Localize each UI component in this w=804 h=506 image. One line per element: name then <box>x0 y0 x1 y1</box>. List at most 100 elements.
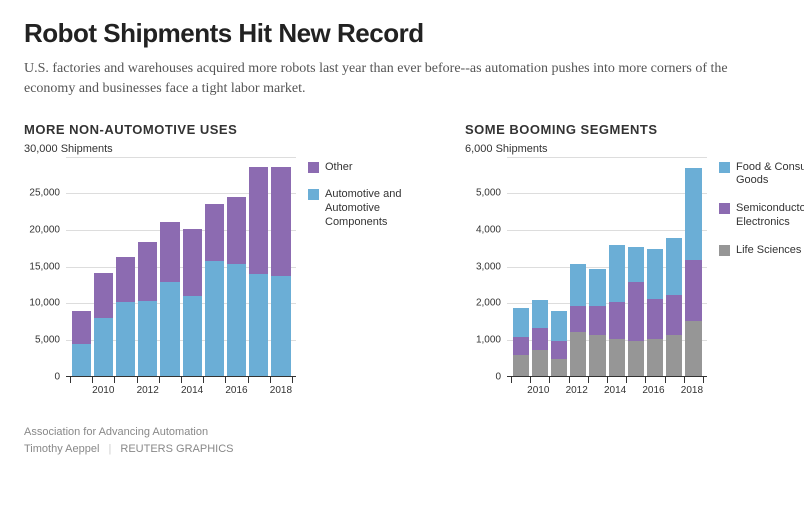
bar-segment-life <box>628 341 644 376</box>
bar-segment-semi <box>685 260 701 321</box>
bars-container <box>66 157 296 376</box>
bar-segment-life <box>685 321 701 376</box>
bar-segment-life <box>589 335 605 375</box>
bar-segment-auto <box>72 344 91 376</box>
bars-container <box>507 157 707 376</box>
bar-column <box>205 204 224 376</box>
bar-segment-other <box>249 167 268 274</box>
x-tick <box>703 377 704 383</box>
x-tick <box>549 377 550 383</box>
bar-segment-other <box>160 222 179 282</box>
bar-segment-semi <box>628 282 644 341</box>
x-tick <box>181 377 182 383</box>
chart-a-y-unit: 30,000 Shipments <box>24 143 425 155</box>
y-tick-label: 0 <box>54 371 60 382</box>
chart-a-legend: OtherAutomotive and Automotive Component… <box>308 157 425 244</box>
x-tick-label <box>203 385 225 396</box>
legend-item: Food & Consumer Goods <box>719 161 804 189</box>
x-tick <box>137 377 138 383</box>
y-tick-label: 5,000 <box>476 188 501 199</box>
x-tick-label <box>511 385 527 396</box>
bar-segment-auto <box>271 276 290 376</box>
bar-segment-food <box>589 269 605 306</box>
footer-credit: REUTERS GRAPHICS <box>120 443 233 455</box>
bar-segment-auto <box>227 264 246 375</box>
bar-column <box>116 257 135 376</box>
chart-a-plot: 05,00010,00015,00020,00025,0002010201220… <box>24 157 296 396</box>
y-tick-label: 3,000 <box>476 261 501 272</box>
x-tick-label: 2018 <box>270 385 292 396</box>
bar-column <box>183 229 202 376</box>
x-labels: 20102012201420162018 <box>66 385 296 396</box>
x-tick <box>607 377 608 383</box>
x-tick-label <box>665 385 681 396</box>
x-tick-label <box>114 385 136 396</box>
x-tick-label: 2016 <box>225 385 247 396</box>
x-tick <box>530 377 531 383</box>
bar-segment-semi <box>532 328 548 350</box>
x-tick-label: 2014 <box>604 385 626 396</box>
x-tick-label: 2010 <box>527 385 549 396</box>
x-tick <box>159 377 160 383</box>
x-tick-label: 2012 <box>566 385 588 396</box>
bar-segment-food <box>513 308 529 337</box>
x-tick-label <box>549 385 565 396</box>
bar-segment-semi <box>666 295 682 335</box>
bar-segment-auto <box>116 302 135 375</box>
bar-segment-food <box>685 168 701 260</box>
bar-segment-other <box>183 229 202 296</box>
x-tick-label: 2016 <box>642 385 664 396</box>
bar-segment-semi <box>551 341 567 359</box>
chart-b-y-unit: 6,000 Shipments <box>465 143 804 155</box>
headline: Robot Shipments Hit New Record <box>24 18 780 49</box>
bar-column <box>72 311 91 376</box>
bar-column <box>570 264 586 376</box>
bar-segment-life <box>551 359 567 376</box>
legend-swatch <box>308 162 319 173</box>
x-tick <box>114 377 115 383</box>
bar-segment-auto <box>160 282 179 376</box>
bar-segment-food <box>551 311 567 340</box>
bar-segment-auto <box>94 318 113 375</box>
legend-item: Life Sciences <box>719 244 804 258</box>
x-ticks <box>66 377 296 383</box>
bar-segment-life <box>532 350 548 376</box>
bar-segment-life <box>570 332 586 376</box>
chart-b-plot: 01,0002,0003,0004,0005,00020102012201420… <box>465 157 707 396</box>
bar-segment-auto <box>249 274 268 375</box>
bar-segment-food <box>647 249 663 299</box>
bar-column <box>685 168 701 375</box>
bar-column <box>227 197 246 376</box>
chart-b-title: SOME BOOMING SEGMENTS <box>465 122 804 137</box>
bar-column <box>551 311 567 375</box>
bar-segment-semi <box>589 306 605 335</box>
bar-segment-other <box>116 257 135 302</box>
x-tick <box>270 377 271 383</box>
x-tick-label <box>248 385 270 396</box>
bar-column <box>609 245 625 375</box>
chart-a-title: MORE NON-AUTOMOTIVE USES <box>24 122 425 137</box>
x-tick <box>626 377 627 383</box>
bar-column <box>666 238 682 375</box>
y-tick-label: 10,000 <box>29 298 60 309</box>
bar-segment-auto <box>138 301 157 376</box>
y-tick-label: 2,000 <box>476 298 501 309</box>
chart-b: SOME BOOMING SEGMENTS 6,000 Shipments 01… <box>465 122 804 396</box>
bar-segment-other <box>205 204 224 261</box>
bar-column <box>138 242 157 375</box>
bar-segment-other <box>138 242 157 301</box>
x-tick <box>684 377 685 383</box>
bar-segment-life <box>609 339 625 376</box>
x-tick <box>645 377 646 383</box>
bar-segment-auto <box>205 261 224 375</box>
legend-label: Automotive and Automotive Components <box>325 188 425 229</box>
x-tick-label: 2018 <box>681 385 703 396</box>
bar-column <box>513 308 529 376</box>
footer-divider: | <box>108 443 111 455</box>
bar-segment-semi <box>647 299 663 339</box>
x-tick-label <box>159 385 181 396</box>
legend-swatch <box>719 245 730 256</box>
x-tick <box>569 377 570 383</box>
x-tick <box>292 377 293 383</box>
legend-item: Automotive and Automotive Components <box>308 188 425 229</box>
